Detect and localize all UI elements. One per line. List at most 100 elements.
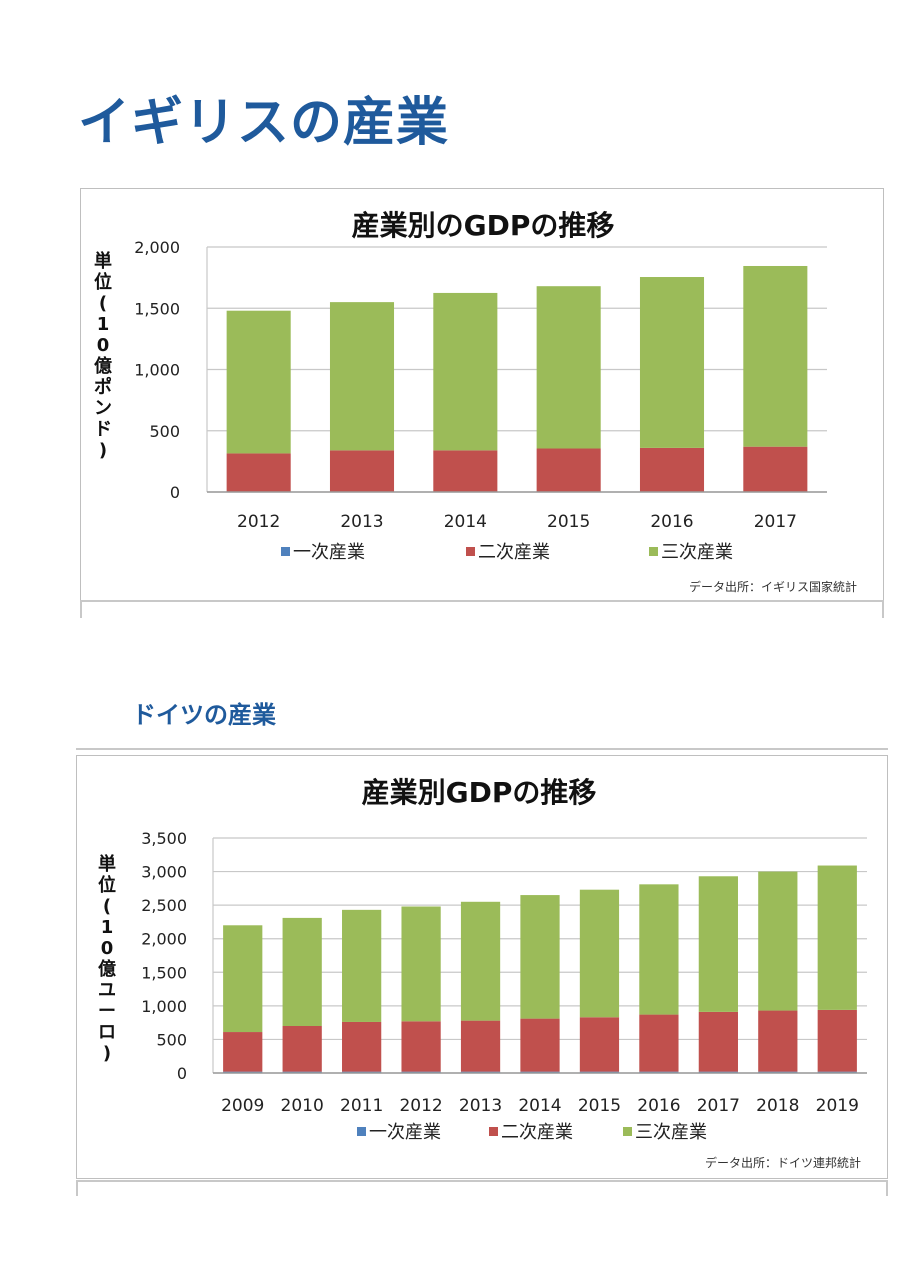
y-axis-label-char: 0 <box>97 335 110 356</box>
chart-frame-uk: 産業別のGDPの推移 0 500 1,000 1,500 2,000 単位(1 0 億ポンド) 2… <box>80 188 884 602</box>
legend-label: 二次産業 <box>478 542 550 563</box>
bar-tertiary-2013 <box>460 901 501 1021</box>
source-note: データ出所：ドイツ連邦統計 <box>705 1155 861 1170</box>
legend-swatch-secondary <box>466 547 475 556</box>
x-tick-label: 2017 <box>697 1096 740 1116</box>
divider-de-top <box>76 748 888 750</box>
y-axis-label-char: ロ <box>98 1022 116 1043</box>
bar-tertiary-2018 <box>758 871 798 1011</box>
divider-de-left <box>76 1180 78 1196</box>
page-title-de: ドイツの産業 <box>132 701 276 729</box>
legend-label: 一次産業 <box>293 542 365 563</box>
y-tick-label: 1,000 <box>134 361 180 380</box>
legend-label: 二次産業 <box>501 1122 573 1143</box>
y-tick-label: 2,000 <box>141 930 187 949</box>
bar-secondary-2015 <box>579 1017 620 1072</box>
legend-swatch-primary <box>281 547 290 556</box>
y-axis-label-char: ( <box>99 293 107 314</box>
bar-secondary-2013 <box>329 450 395 492</box>
y-axis-label-char: 0 <box>101 938 114 959</box>
source-note: データ出所：イギリス国家統計 <box>689 579 857 594</box>
x-tick-label: 2013 <box>459 1096 502 1116</box>
bar-secondary-2018 <box>758 1010 798 1072</box>
y-axis-label-char: 億 <box>98 958 116 980</box>
y-tick-label: 0 <box>170 483 180 502</box>
x-tick-label: 2014 <box>518 1096 561 1116</box>
bar-secondary-2019 <box>817 1009 857 1072</box>
bar-secondary-2013 <box>460 1020 501 1072</box>
y-axis-label-char: ド <box>94 419 112 440</box>
y-tick-label: 2,000 <box>134 238 180 257</box>
x-tick-label: 2011 <box>340 1096 383 1116</box>
bar-secondary-2016 <box>639 447 705 492</box>
y-axis-label-char: ユ <box>98 980 116 1001</box>
y-axis-label-char: 単 <box>94 250 112 272</box>
legend-label: 三次産業 <box>661 542 733 563</box>
bar-tertiary-2012 <box>401 906 441 1022</box>
bar-tertiary-2014 <box>433 292 498 451</box>
y-tick-label: 0 <box>177 1064 187 1083</box>
y-tick-label: 1,500 <box>134 299 180 318</box>
y-tick-label: 1,500 <box>141 963 187 982</box>
y-axis-label-char: 1 <box>101 917 114 938</box>
bar-tertiary-2011 <box>342 909 382 1022</box>
bar-secondary-2015 <box>536 448 601 492</box>
y-tick-label: 1,000 <box>141 997 187 1016</box>
y-axis-label-char: ー <box>98 1001 116 1022</box>
x-tick-label: 2013 <box>340 512 383 532</box>
bar-tertiary-2016 <box>639 277 705 448</box>
x-tick-label: 2014 <box>444 512 487 532</box>
x-tick-label: 2016 <box>637 1096 680 1116</box>
bar-secondary-2016 <box>639 1014 679 1072</box>
bar-tertiary-2009 <box>223 925 263 1033</box>
divider-uk-left <box>80 600 82 618</box>
y-axis-label-char: ン <box>94 398 112 419</box>
chart-frame-de: 産業別GDPの推移 0 500 1,000 1,500 2,000 2,500 3,000 3,… <box>76 755 888 1179</box>
y-axis-label-char: 1 <box>97 314 110 335</box>
y-tick-label: 500 <box>156 1030 187 1049</box>
x-tick-label: 2017 <box>754 512 797 532</box>
y-tick-label: 3,000 <box>141 863 187 882</box>
bar-secondary-2014 <box>433 450 498 492</box>
chart-title: 産業別のGDPの推移 <box>352 209 615 242</box>
bar-secondary-2010 <box>282 1026 322 1072</box>
gdp-chart-de: 産業別GDPの推移 0 500 1,000 1,500 2,000 2,500 3,000 3,… <box>98 776 867 1170</box>
y-axis-label-char: 億 <box>94 355 112 377</box>
y-axis-label-char: 単 <box>98 853 116 875</box>
y-axis-label-char: ) <box>99 440 107 461</box>
x-tick-label: 2019 <box>816 1096 859 1116</box>
bar-secondary-2012 <box>401 1021 441 1072</box>
legend-swatch-tertiary <box>623 1127 632 1136</box>
bar-secondary-2009 <box>223 1032 263 1072</box>
bar-secondary-2012 <box>226 453 291 492</box>
chart-title: 産業別GDPの推移 <box>362 776 597 809</box>
legend-swatch-secondary <box>489 1127 498 1136</box>
bar-secondary-2017 <box>743 446 808 492</box>
x-tick-label: 2009 <box>221 1096 264 1116</box>
bar-tertiary-2015 <box>536 286 601 449</box>
y-axis-label-char: 位 <box>94 271 112 293</box>
legend-swatch-tertiary <box>649 547 658 556</box>
y-tick-label: 2,500 <box>141 896 187 915</box>
bar-tertiary-2019 <box>817 865 857 1010</box>
divider-uk <box>80 600 884 602</box>
bar-tertiary-2017 <box>698 876 738 1012</box>
y-tick-label: 3,500 <box>141 829 187 848</box>
divider-de <box>76 1180 888 1182</box>
x-tick-label: 2012 <box>237 512 280 532</box>
bar-tertiary-2017 <box>743 265 808 447</box>
bar-tertiary-2016 <box>639 884 679 1015</box>
page-title-uk: イギリスの産業 <box>78 93 450 153</box>
x-tick-label: 2015 <box>578 1096 621 1116</box>
y-axis-label-char: ポ <box>94 376 112 398</box>
y-tick-label: 500 <box>149 422 180 441</box>
bar-secondary-2011 <box>342 1021 382 1072</box>
bar-secondary-2017 <box>698 1011 738 1072</box>
bar-tertiary-2010 <box>282 917 322 1026</box>
x-tick-label: 2016 <box>650 512 693 532</box>
bar-tertiary-2013 <box>329 302 395 451</box>
y-axis-label-char: 位 <box>98 874 116 896</box>
y-axis-label-char: ) <box>103 1043 111 1064</box>
bar-secondary-2014 <box>520 1018 560 1072</box>
gdp-chart-uk: 産業別のGDPの推移05001,0001,5002,000単位(10億ポンド)2… <box>94 209 857 594</box>
